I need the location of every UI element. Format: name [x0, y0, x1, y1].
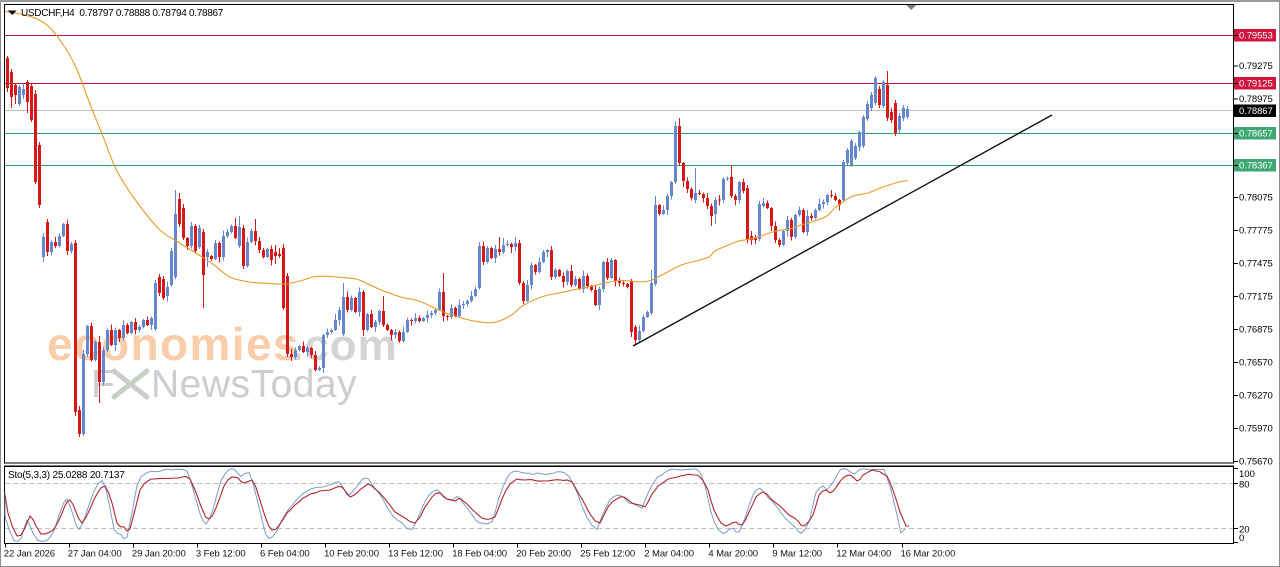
svg-text:6 Feb 04:00: 6 Feb 04:00: [260, 549, 310, 560]
svg-text:0.77775: 0.77775: [1239, 226, 1273, 237]
svg-text:25 Feb 12:00: 25 Feb 12:00: [580, 549, 635, 560]
svg-text:0.79275: 0.79275: [1239, 61, 1273, 72]
svg-text:9 Mar 12:00: 9 Mar 12:00: [772, 549, 822, 560]
svg-text:2 Mar 04:00: 2 Mar 04:00: [644, 549, 694, 560]
svg-text:27 Jan 04:00: 27 Jan 04:00: [68, 549, 122, 560]
svg-text:0.78367: 0.78367: [1239, 161, 1273, 172]
svg-text:0.77475: 0.77475: [1239, 259, 1273, 270]
svg-text:13 Feb 12:00: 13 Feb 12:00: [388, 549, 443, 560]
svg-text:0.75670: 0.75670: [1239, 457, 1273, 468]
svg-text:0.76570: 0.76570: [1239, 358, 1273, 369]
svg-text:20: 20: [1239, 525, 1250, 536]
svg-text:22 Jan 2026: 22 Jan 2026: [4, 549, 55, 560]
svg-text:16 Mar 20:00: 16 Mar 20:00: [901, 549, 956, 560]
svg-text:4 Mar 20:00: 4 Mar 20:00: [708, 549, 758, 560]
svg-text:USDCHF,H4 0.78797 0.78888 0.7: USDCHF,H4 0.78797 0.78888 0.78794 0.7886…: [21, 8, 224, 19]
svg-text:3 Feb 12:00: 3 Feb 12:00: [196, 549, 246, 560]
svg-text:80: 80: [1239, 480, 1250, 491]
svg-text:20 Feb 20:00: 20 Feb 20:00: [516, 549, 571, 560]
svg-text:0.78657: 0.78657: [1239, 129, 1273, 140]
svg-text:0.78975: 0.78975: [1239, 94, 1273, 105]
svg-text:0.76875: 0.76875: [1239, 325, 1273, 336]
svg-text:Sto(5,3,3) 25.0288 20.7137: Sto(5,3,3) 25.0288 20.7137: [8, 470, 125, 481]
svg-text:18 Feb 04:00: 18 Feb 04:00: [452, 549, 507, 560]
svg-text:100: 100: [1239, 469, 1255, 480]
svg-text:0.79125: 0.79125: [1239, 79, 1273, 90]
svg-text:0.78075: 0.78075: [1239, 193, 1273, 204]
svg-text:10 Feb 20:00: 10 Feb 20:00: [324, 549, 379, 560]
svg-text:12 Mar 04:00: 12 Mar 04:00: [836, 549, 891, 560]
svg-text:0.75970: 0.75970: [1239, 424, 1273, 435]
svg-text:0.79553: 0.79553: [1239, 31, 1273, 42]
svg-text:29 Jan 20:00: 29 Jan 20:00: [132, 549, 186, 560]
svg-text:NewsToday: NewsToday: [151, 363, 357, 406]
svg-text:F: F: [91, 363, 115, 406]
svg-text:0.78867: 0.78867: [1239, 106, 1273, 117]
svg-text:0.76270: 0.76270: [1239, 391, 1273, 402]
svg-text:0.77175: 0.77175: [1239, 292, 1273, 303]
svg-text:0: 0: [1239, 533, 1244, 544]
